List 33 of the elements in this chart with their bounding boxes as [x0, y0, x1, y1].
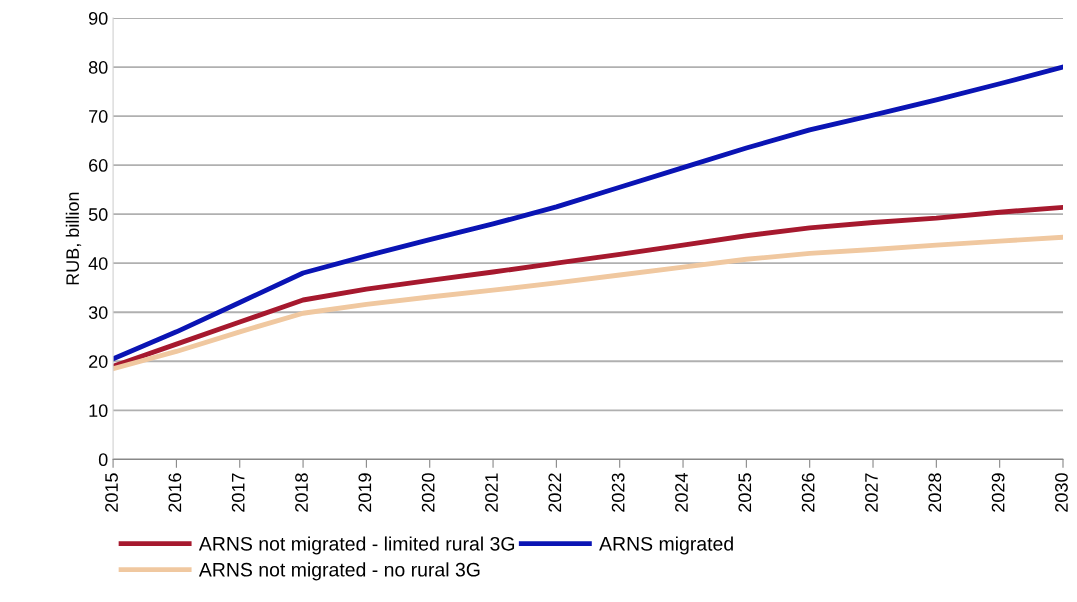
- x-tick-label: 2015: [105, 473, 118, 512]
- y-axis-title: RUB, billion: [65, 192, 82, 285]
- y-tick-label: 90: [88, 11, 108, 25]
- x-tick-label: 2023: [611, 473, 625, 512]
- line-series: [113, 234, 1063, 372]
- line-series: [113, 204, 1063, 369]
- x-tick-label: 2029: [991, 473, 1005, 512]
- legend-label: ARNS migrated: [599, 536, 733, 555]
- x-tick-label: 2020: [421, 473, 435, 512]
- x-tick-label: 2026: [801, 473, 815, 512]
- y-tick-label: 80: [88, 61, 108, 74]
- x-tick-label: 2030: [1055, 473, 1068, 512]
- x-tick-label: 2017: [231, 473, 245, 512]
- line-series: [113, 64, 1063, 362]
- x-tick-label: 2022: [548, 473, 562, 512]
- x-tick-label: 2018: [295, 473, 308, 512]
- y-tick-label: 30: [88, 306, 108, 319]
- x-tick-label: 2024: [675, 473, 688, 512]
- y-tick-label: 0: [98, 453, 108, 467]
- x-tick-label: 2021: [485, 473, 498, 512]
- y-tick-label: 40: [88, 257, 108, 270]
- x-tick-label: 2028: [928, 473, 942, 512]
- y-tick-label: 50: [88, 208, 108, 221]
- y-tick-label: 60: [89, 159, 108, 172]
- x-tick-label: 2016: [168, 473, 182, 512]
- legend-label: ARNS not migrated - limited rural 3G: [198, 536, 515, 555]
- y-tick-label: 20: [89, 355, 108, 368]
- y-tick-label: 10: [89, 404, 108, 418]
- y-tick-label: 70: [89, 110, 108, 123]
- legend-label: ARNS not migrated - no rural 3G: [198, 562, 480, 581]
- x-tick-label: 2019: [358, 473, 372, 512]
- x-tick-label: 2027: [865, 473, 878, 512]
- x-tick-label: 2025: [738, 473, 752, 512]
